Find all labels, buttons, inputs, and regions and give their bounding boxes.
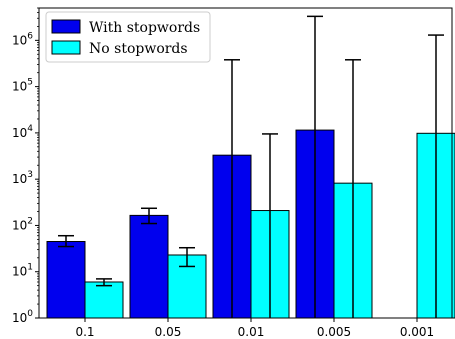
error-bars-layer xyxy=(58,15,444,318)
bars-layer xyxy=(46,129,455,319)
axes-layer: 100 101 102 103 104 105 106 0.1 0.05 0.01 0.005 0.0… xyxy=(12,7,453,339)
legend-label-no-stopwords: No stopwords xyxy=(89,41,188,57)
bar-with-stopwords-1 xyxy=(129,214,169,319)
legend-swatch-with-stopwords xyxy=(51,19,81,34)
y-tick-label-3: 103 xyxy=(12,170,33,186)
bar-no-stopwords-0 xyxy=(84,281,124,319)
x-tick-label-1: 0.05 xyxy=(155,325,182,339)
x-tick-label-4: 0.001 xyxy=(400,325,434,339)
x-tick-label-2: 0.01 xyxy=(238,325,265,339)
y-tick-label-4: 104 xyxy=(12,124,33,140)
x-tick-label-0: 0.1 xyxy=(75,325,94,339)
y-tick-label-1: 101 xyxy=(12,263,33,279)
y-tick-label-2: 102 xyxy=(12,216,33,232)
legend: With stopwords No stopwords xyxy=(45,11,211,63)
y-tick-label-0: 100 xyxy=(12,309,33,325)
legend-box xyxy=(45,11,211,63)
legend-label-with-stopwords: With stopwords xyxy=(89,20,200,36)
y-tick-label-6: 106 xyxy=(12,31,33,47)
bar-with-stopwords-0 xyxy=(46,240,86,319)
plot-frame xyxy=(38,7,453,319)
legend-swatch-no-stopwords xyxy=(51,40,81,55)
x-tick-label-3: 0.005 xyxy=(317,325,351,339)
y-tick-label-5: 105 xyxy=(12,78,33,94)
